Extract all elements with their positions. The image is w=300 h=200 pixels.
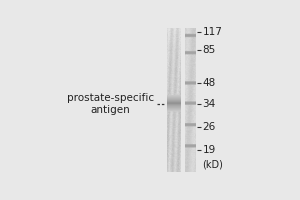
Text: (kD): (kD) [202,159,224,169]
Text: 34: 34 [202,99,216,109]
Text: 85: 85 [202,45,216,55]
Text: 26: 26 [202,122,216,132]
Text: 48: 48 [202,78,216,88]
Text: 117: 117 [202,27,223,37]
Text: 19: 19 [202,145,216,155]
Text: prostate-specific
antigen: prostate-specific antigen [67,93,154,115]
